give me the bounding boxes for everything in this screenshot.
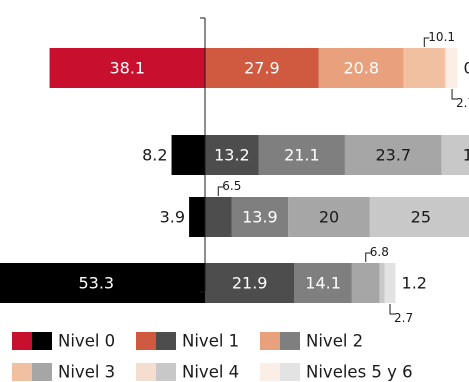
data-label: 21.9 xyxy=(232,274,268,293)
bar-segment-level-0 xyxy=(171,135,205,175)
data-label: 20.8 xyxy=(343,59,379,78)
legend-label: Nivel 2 xyxy=(306,332,363,351)
bar-segment-level-3 xyxy=(351,263,380,303)
legend-swatch-gray xyxy=(156,363,176,381)
legend-swatch-red xyxy=(12,363,32,381)
data-label: 2.7 xyxy=(456,96,469,110)
data-label: 14.1 xyxy=(305,274,341,293)
bar-segment-level-2 xyxy=(258,135,345,175)
data-label: 53.3 xyxy=(78,274,114,293)
legend-swatch-gray xyxy=(156,332,176,350)
legend-swatch-red xyxy=(260,363,280,381)
data-label: 1.2 xyxy=(402,274,427,293)
bar-segment-level-5 xyxy=(384,263,396,303)
legend-swatch-red xyxy=(12,332,32,350)
data-label: 27.9 xyxy=(244,59,280,78)
bar-segment-level-0 xyxy=(49,48,205,88)
legend-swatch-red xyxy=(136,363,156,381)
legend-swatch-red xyxy=(136,332,156,350)
data-label: 10.1 xyxy=(428,30,455,44)
bar-segment-level-2 xyxy=(231,197,289,237)
bar-segment-level-1 xyxy=(205,135,259,175)
data-label: 0.4 xyxy=(464,59,469,78)
legend-label: Niveles 5 y 6 xyxy=(306,363,413,382)
bar-segment-level-0 xyxy=(189,197,205,237)
bar-segment-level-3 xyxy=(288,197,370,237)
legend-swatch-red xyxy=(260,332,280,350)
bar-segment-level-1 xyxy=(205,197,232,237)
bar-segment-level-4 xyxy=(379,263,385,303)
legend-label: Nivel 0 xyxy=(58,332,115,351)
bar-segment-level-3 xyxy=(344,135,442,175)
data-label: 20 xyxy=(319,208,339,227)
legend-label: Nivel 4 xyxy=(182,363,239,382)
legend-swatch-gray xyxy=(32,332,52,350)
data-label: 19.1 xyxy=(463,146,469,165)
bar-segment-level-2 xyxy=(294,263,352,303)
legend-swatch-gray xyxy=(280,332,300,350)
bar-segment-level-0 xyxy=(0,263,206,303)
data-label: 6.5 xyxy=(222,179,241,193)
bar-segment-level-3 xyxy=(403,48,445,88)
data-label: 13.2 xyxy=(214,146,250,165)
callout-line xyxy=(217,186,224,196)
legend-label: Nivel 1 xyxy=(182,332,239,351)
legend-swatch-gray xyxy=(280,363,300,381)
bar-segment-level-1 xyxy=(205,263,295,303)
data-label: 6.8 xyxy=(370,245,389,259)
bar-segment-level-2 xyxy=(318,48,404,88)
callout-line xyxy=(423,37,430,47)
bar-segment-level-4 xyxy=(444,48,447,88)
data-label: 3.9 xyxy=(160,208,185,227)
callout-line xyxy=(451,89,458,100)
data-label: 8.2 xyxy=(142,146,167,165)
callout-line xyxy=(365,252,371,262)
bar-segment-level-4 xyxy=(441,135,469,175)
callout-line xyxy=(389,304,396,315)
legend-swatch-gray xyxy=(32,363,52,381)
bar-segment-level-4 xyxy=(369,197,469,237)
bar-segment-level-5 xyxy=(446,48,458,88)
data-label: 25 xyxy=(411,208,431,227)
legend-label: Nivel 3 xyxy=(58,363,115,382)
data-label: 13.9 xyxy=(242,208,278,227)
data-label: 21.1 xyxy=(284,146,320,165)
data-label: 23.7 xyxy=(375,146,411,165)
data-label: 38.1 xyxy=(109,59,145,78)
data-label: 2.7 xyxy=(394,311,413,325)
bar-segment-level-1 xyxy=(205,48,319,88)
